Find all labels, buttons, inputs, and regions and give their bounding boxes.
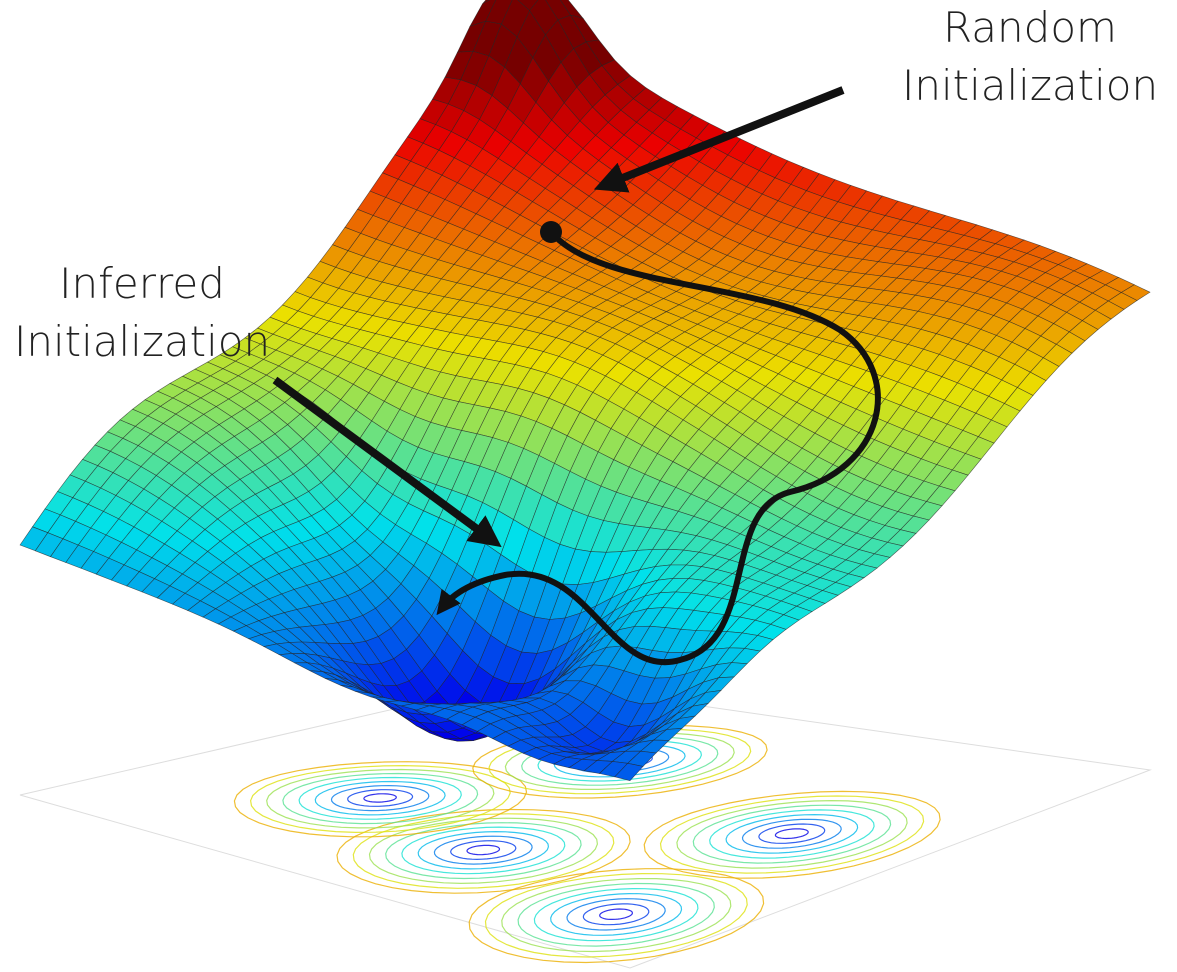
- label-line: Inferred: [59, 259, 225, 308]
- landscape-figure: Random Initialization Inferred Initializ…: [0, 0, 1177, 972]
- label-line: Initialization: [14, 317, 270, 366]
- start-point: [540, 221, 562, 243]
- loss-surface: [20, 0, 1150, 781]
- label-line: Random: [943, 3, 1117, 52]
- page: Random Initialization Inferred Initializ…: [0, 0, 1177, 972]
- label-line: Initialization: [902, 61, 1158, 110]
